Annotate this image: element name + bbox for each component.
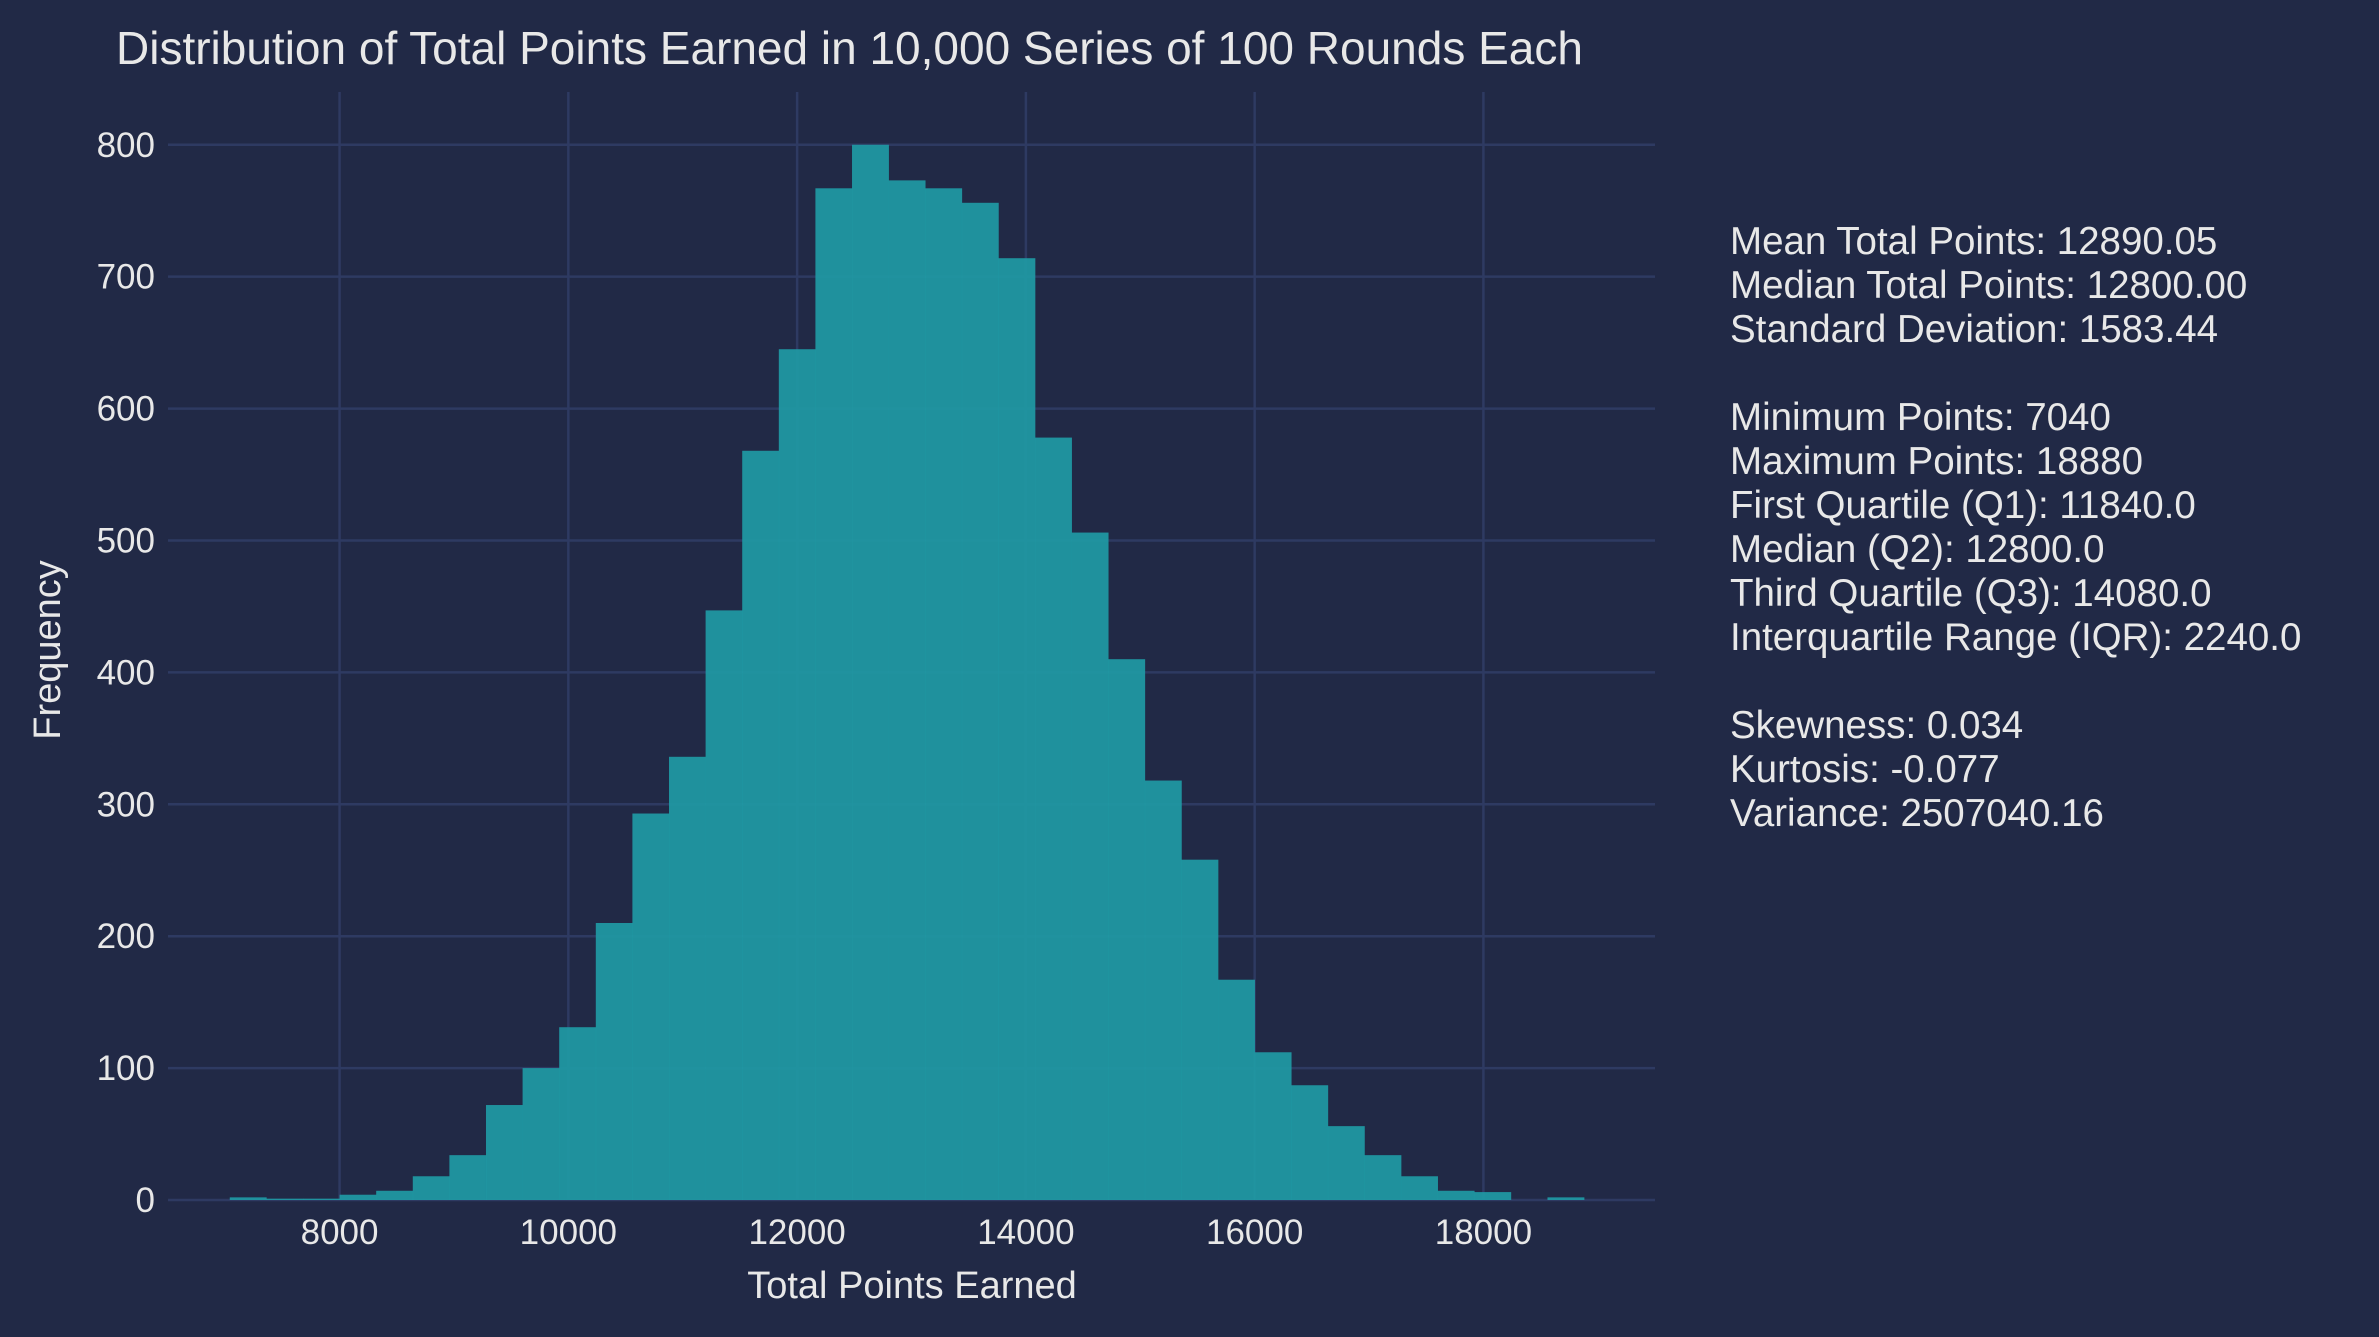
tick-labels: 0 100 200 300 400 500 600 700 800 8000 10000 12000 1… bbox=[97, 126, 1532, 1252]
histogram-bar bbox=[852, 144, 889, 1200]
stat-line: Minimum Points: 7040 bbox=[1730, 396, 2111, 439]
histogram-bar bbox=[229, 1197, 267, 1200]
histogram-bar bbox=[1327, 1126, 1365, 1200]
x-axis-title: Total Points Earned bbox=[747, 1265, 1077, 1307]
y-tick-label: 600 bbox=[97, 390, 155, 429]
y-tick-label: 400 bbox=[97, 653, 155, 692]
bars bbox=[229, 144, 1585, 1201]
stat-spacer bbox=[1730, 660, 2301, 704]
histogram-bar bbox=[815, 188, 853, 1201]
histogram-bar bbox=[669, 756, 706, 1200]
histogram-bar bbox=[742, 450, 780, 1200]
histogram-bar bbox=[339, 1194, 377, 1200]
histogram-bar bbox=[632, 813, 670, 1200]
histogram-bar bbox=[1254, 1052, 1292, 1200]
y-tick-label: 500 bbox=[97, 521, 155, 560]
histogram-bar bbox=[1291, 1085, 1329, 1200]
y-tick-label: 100 bbox=[97, 1049, 155, 1088]
histogram-bar bbox=[1547, 1197, 1585, 1200]
histogram-bar bbox=[1474, 1192, 1512, 1200]
y-tick-label: 800 bbox=[97, 126, 155, 165]
stat-line: Mean Total Points: 12890.05 bbox=[1730, 220, 2218, 263]
histogram-bar bbox=[1437, 1190, 1475, 1200]
histogram-bar bbox=[1144, 780, 1182, 1200]
stat-spacer bbox=[1730, 352, 2301, 396]
stat-line: Interquartile Range (IQR): 2240.0 bbox=[1730, 616, 2302, 659]
stat-line: Standard Deviation: 1583.44 bbox=[1730, 308, 2219, 351]
stat-line: Median Total Points: 12800.00 bbox=[1730, 264, 2248, 307]
histogram-bar bbox=[559, 1027, 597, 1200]
histogram-bar bbox=[595, 923, 633, 1200]
x-tick-label: 10000 bbox=[520, 1213, 617, 1252]
histogram-bar bbox=[522, 1068, 560, 1200]
y-tick-label: 300 bbox=[97, 785, 155, 824]
histogram-bar bbox=[961, 202, 999, 1201]
stat-line: Maximum Points: 18880 bbox=[1730, 440, 2143, 483]
stat-line: Median (Q2): 12800.0 bbox=[1730, 528, 2105, 571]
histogram-bar bbox=[888, 180, 926, 1200]
histogram-bar bbox=[1035, 437, 1072, 1201]
histogram-bar bbox=[485, 1105, 523, 1200]
y-tick-label: 200 bbox=[97, 917, 155, 956]
x-tick-label: 8000 bbox=[301, 1213, 379, 1252]
chart-title: Distribution of Total Points Earned in 1… bbox=[116, 22, 1583, 74]
y-tick-label: 700 bbox=[97, 258, 155, 297]
x-tick-label: 18000 bbox=[1435, 1213, 1532, 1252]
histogram-bar bbox=[1108, 659, 1146, 1200]
x-tick-label: 12000 bbox=[748, 1213, 845, 1252]
histogram-bar bbox=[998, 258, 1036, 1200]
histogram-bar bbox=[1181, 859, 1219, 1200]
stat-line: Variance: 2507040.16 bbox=[1730, 792, 2104, 835]
histogram-bar bbox=[1071, 532, 1109, 1200]
y-axis-title: Frequency bbox=[27, 560, 69, 740]
histogram-bar bbox=[266, 1198, 304, 1200]
statistics-panel: Mean Total Points: 12890.05 Median Total … bbox=[1730, 220, 2301, 836]
histogram-bar bbox=[925, 188, 963, 1201]
y-tick-label: 0 bbox=[136, 1181, 155, 1220]
x-tick-label: 16000 bbox=[1206, 1213, 1303, 1252]
stat-line: Third Quartile (Q3): 14080.0 bbox=[1730, 572, 2212, 615]
histogram-bar bbox=[412, 1176, 450, 1200]
histogram-bar bbox=[778, 349, 816, 1200]
histogram-bar bbox=[1218, 979, 1255, 1200]
histogram-bar bbox=[1364, 1155, 1402, 1200]
stat-line: Kurtosis: -0.077 bbox=[1730, 748, 2000, 791]
stat-line: Skewness: 0.034 bbox=[1730, 704, 2024, 747]
histogram-bar bbox=[449, 1155, 487, 1200]
histogram-bar bbox=[1401, 1176, 1438, 1200]
histogram-bar bbox=[302, 1198, 340, 1200]
histogram-bar bbox=[376, 1190, 414, 1200]
histogram-bar bbox=[705, 610, 743, 1200]
x-tick-label: 14000 bbox=[977, 1213, 1074, 1252]
stat-line: First Quartile (Q1): 11840.0 bbox=[1730, 484, 2196, 527]
